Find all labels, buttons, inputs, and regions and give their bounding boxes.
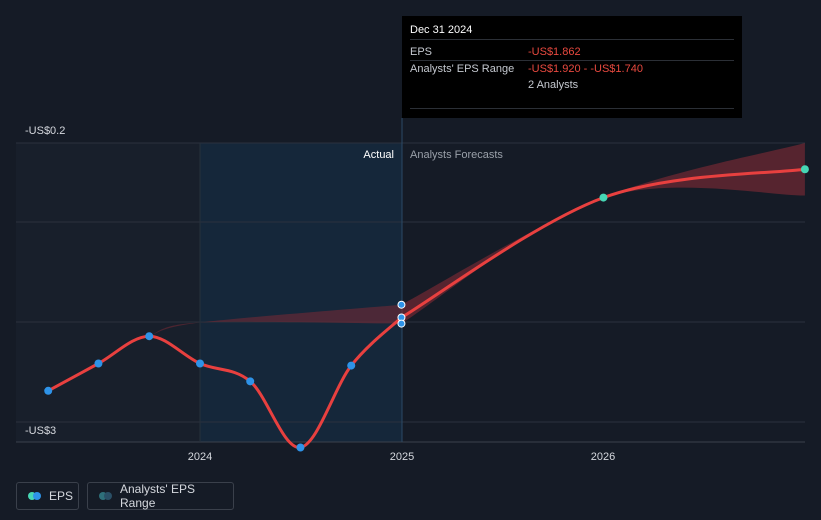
x-tick-label: 2025 (390, 451, 414, 463)
tooltip-analysts-row: 2 Analysts (410, 77, 734, 93)
legend-eps-label: EPS (49, 489, 74, 503)
recent-shade (200, 143, 402, 442)
eps-actual-line (47, 316, 403, 449)
eps-point (347, 361, 356, 370)
past-shade (16, 143, 200, 442)
forecast-point (599, 193, 608, 202)
tooltip-eps-label: EPS (410, 46, 433, 58)
eps-point (196, 359, 204, 368)
range-high-point (397, 300, 406, 309)
eps-point (94, 359, 103, 368)
y-label-top: -US$0.2 (25, 125, 65, 137)
actual-label: Actual (363, 149, 394, 161)
eps-point (246, 377, 255, 386)
legend-range-button[interactable]: Analysts' EPS Range (87, 482, 234, 510)
x-tick-label: 2026 (591, 451, 615, 463)
tooltip: Dec 31 2024 EPS -US$1.862 Analysts' EPS … (402, 16, 742, 118)
tooltip-divider (410, 108, 734, 109)
tooltip-range-label: Analysts' EPS Range (410, 63, 515, 75)
y-label-bottom: -US$3 (25, 425, 56, 437)
eps-point (44, 386, 53, 395)
range-low-point (397, 319, 406, 328)
tooltip-analysts: 2 Analysts (528, 79, 579, 91)
eps-point (145, 332, 154, 341)
legend-eps-button[interactable]: EPS (16, 482, 79, 510)
eps-point (296, 443, 305, 452)
legend-range-label: Analysts' EPS Range (120, 482, 195, 510)
eps-forecast-line (400, 167, 806, 319)
tooltip-eps-value: -US$1.862 (528, 46, 581, 58)
tooltip-eps-row: EPS -US$1.862 (410, 44, 734, 61)
tooltip-range-row: Analysts' EPS Range -US$1.920 - -US$1.74… (410, 61, 734, 77)
forecast-point (800, 165, 809, 174)
x-tick-label: 2024 (188, 451, 212, 463)
eps-legend-icon (28, 492, 41, 500)
tooltip-date: Dec 31 2024 (410, 24, 734, 40)
tooltip-range-value: -US$1.920 - -US$1.740 (528, 63, 643, 75)
forecast-eps-range-band (401, 143, 805, 324)
range-legend-icon (99, 492, 112, 500)
forecast-label: Analysts Forecasts (410, 149, 503, 161)
past-eps-range-band (149, 304, 402, 337)
